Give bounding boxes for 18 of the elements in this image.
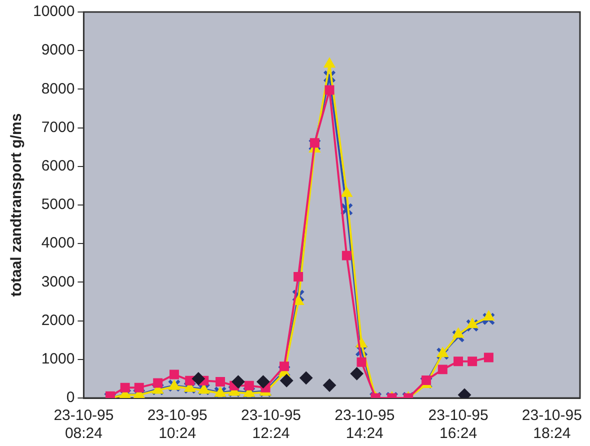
y-tick-label: 9000: [41, 42, 75, 59]
y-tick-label: 6000: [41, 158, 75, 175]
y-tick-label: 0: [66, 389, 75, 406]
y-tick-label: 1000: [41, 350, 75, 368]
y-tick-label: 2000: [41, 312, 75, 329]
x-tick-label: 23-10-95 14:24: [334, 407, 395, 442]
x-tick-label: 23-10-95 18:24: [522, 407, 582, 442]
x-tick-label: 23-10-95 12:24: [240, 407, 302, 442]
x-tick-label: 23-10-95 08:24: [54, 407, 114, 442]
y-tick-label: 7000: [41, 118, 75, 136]
y-tick-label: 10000: [32, 3, 75, 20]
y-tick-label: 4000: [41, 234, 75, 252]
x-tick-label: 23-10-95 10:24: [147, 407, 208, 442]
y-tick-label: 8000: [41, 80, 75, 98]
x-tick-label: 23-10-95 16:24: [428, 407, 488, 442]
y-tick-label: 5000: [41, 196, 75, 214]
y-tick-label: 3000: [41, 273, 75, 290]
y-axis-title: totaal zandtransport g/ms: [8, 113, 26, 297]
